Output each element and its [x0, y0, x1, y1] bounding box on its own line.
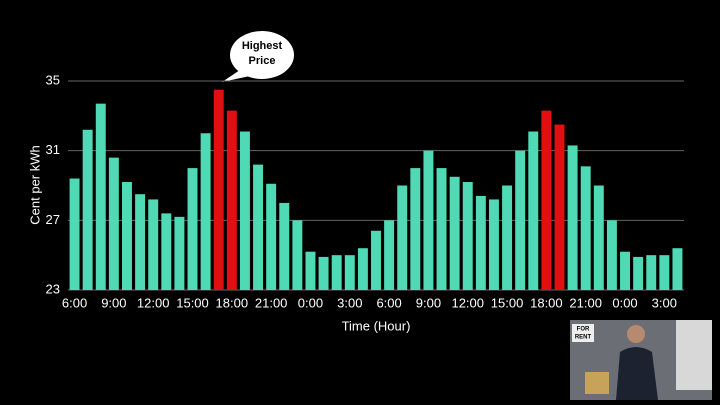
bar — [279, 202, 290, 290]
bar — [305, 251, 316, 290]
callout: Highest Price — [222, 31, 294, 82]
bar — [462, 182, 473, 290]
bar — [213, 89, 224, 290]
bar — [672, 248, 683, 290]
x-tick-label: 21:00 — [569, 295, 602, 310]
x-tick-label: 15:00 — [176, 295, 209, 310]
bar — [515, 150, 526, 290]
bar — [659, 255, 670, 290]
chair — [585, 372, 609, 394]
bar — [318, 256, 329, 290]
bar — [580, 166, 591, 290]
x-axis-label: Time (Hour) — [342, 318, 411, 333]
y-tick-label: 35 — [46, 72, 60, 87]
bar — [633, 256, 644, 290]
bar — [95, 103, 106, 291]
x-tick-label: 18:00 — [216, 295, 249, 310]
callout-tail — [222, 70, 250, 82]
y-axis-label: Cent per kWh — [27, 145, 42, 224]
bar — [475, 195, 486, 290]
bar — [82, 129, 93, 290]
video-inset: FOR RENT — [570, 320, 712, 400]
bar — [200, 133, 211, 290]
callout-text: Price — [249, 55, 276, 67]
bar — [436, 168, 447, 290]
bar — [397, 185, 408, 290]
bar — [344, 255, 355, 290]
x-tick-label: 9:00 — [416, 295, 441, 310]
x-tick-label: 15:00 — [491, 295, 524, 310]
x-tick-label: 9:00 — [101, 295, 126, 310]
bar — [384, 220, 395, 290]
x-tick-label: 3:00 — [652, 295, 677, 310]
bar — [567, 145, 578, 290]
bar — [606, 220, 617, 290]
bar — [371, 230, 381, 290]
bar — [423, 150, 434, 290]
bar — [187, 168, 198, 290]
x-tick-label: 21:00 — [255, 295, 288, 310]
x-tick-label: 6:00 — [62, 295, 87, 310]
bar — [292, 220, 303, 290]
bar — [541, 110, 552, 290]
x-tick-label: 12:00 — [451, 295, 484, 310]
bar — [121, 182, 132, 290]
bar — [488, 199, 499, 290]
x-tick-label: 0:00 — [298, 295, 323, 310]
bar — [266, 183, 277, 290]
sign — [572, 324, 594, 342]
y-tick-label: 23 — [46, 281, 60, 296]
bar — [620, 251, 631, 290]
callout-text: Highest — [242, 40, 283, 52]
bar — [174, 216, 185, 290]
x-tick-label: 0:00 — [612, 295, 637, 310]
x-tick-label: 12:00 — [137, 295, 170, 310]
poster — [676, 320, 712, 390]
person-head — [627, 325, 645, 343]
bar — [646, 255, 657, 290]
bar — [226, 110, 237, 290]
bar — [331, 255, 342, 290]
bar — [593, 185, 604, 290]
bar — [69, 178, 80, 290]
callout-bubble — [230, 31, 294, 79]
x-tick-label: 6:00 — [376, 295, 401, 310]
sign-text: RENT — [575, 335, 592, 341]
sign-text: FOR — [577, 327, 590, 333]
bar — [108, 157, 119, 290]
y-tick-label: 31 — [46, 142, 60, 157]
x-tick-label: 3:00 — [337, 295, 362, 310]
x-tick-label: 18:00 — [530, 295, 563, 310]
bar — [253, 164, 264, 290]
bar — [410, 168, 421, 290]
bar — [148, 199, 159, 290]
bar — [135, 194, 146, 290]
bar — [502, 185, 513, 290]
bar — [449, 176, 460, 290]
bar — [239, 131, 250, 290]
y-tick-label: 27 — [46, 212, 60, 227]
bar — [357, 248, 368, 290]
bar — [161, 213, 172, 290]
bar — [554, 124, 565, 291]
bar — [528, 131, 539, 290]
person-body — [616, 347, 658, 400]
